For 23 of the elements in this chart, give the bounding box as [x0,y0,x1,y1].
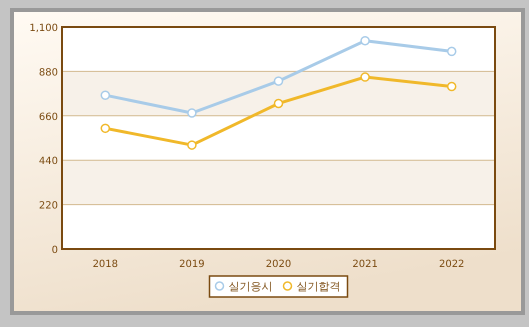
point [360,36,370,46]
x-tick-label: 2021 [352,259,378,270]
point [274,98,284,108]
y-tick-label: 440 [38,156,58,168]
x-tick-label: 2018 [92,259,118,270]
legend-label: 실기응시 [228,280,272,293]
point [446,46,456,56]
point [100,90,110,100]
point [446,82,456,92]
point [187,108,197,118]
y-tick-label: 1,100 [29,23,58,34]
x-tick-label: 2022 [438,259,464,270]
x-tick-label: 2020 [266,259,292,270]
point [100,124,110,134]
legend-label: 실기합격 [296,280,340,293]
point [360,72,370,82]
point [187,140,197,150]
y-tick-label: 660 [38,112,58,123]
y-tick-label: 220 [38,200,58,212]
y-tick-label: 0 [52,245,58,256]
x-tick-label: 2019 [179,259,205,270]
point [274,76,284,86]
y-tick-label: 880 [38,67,58,78]
